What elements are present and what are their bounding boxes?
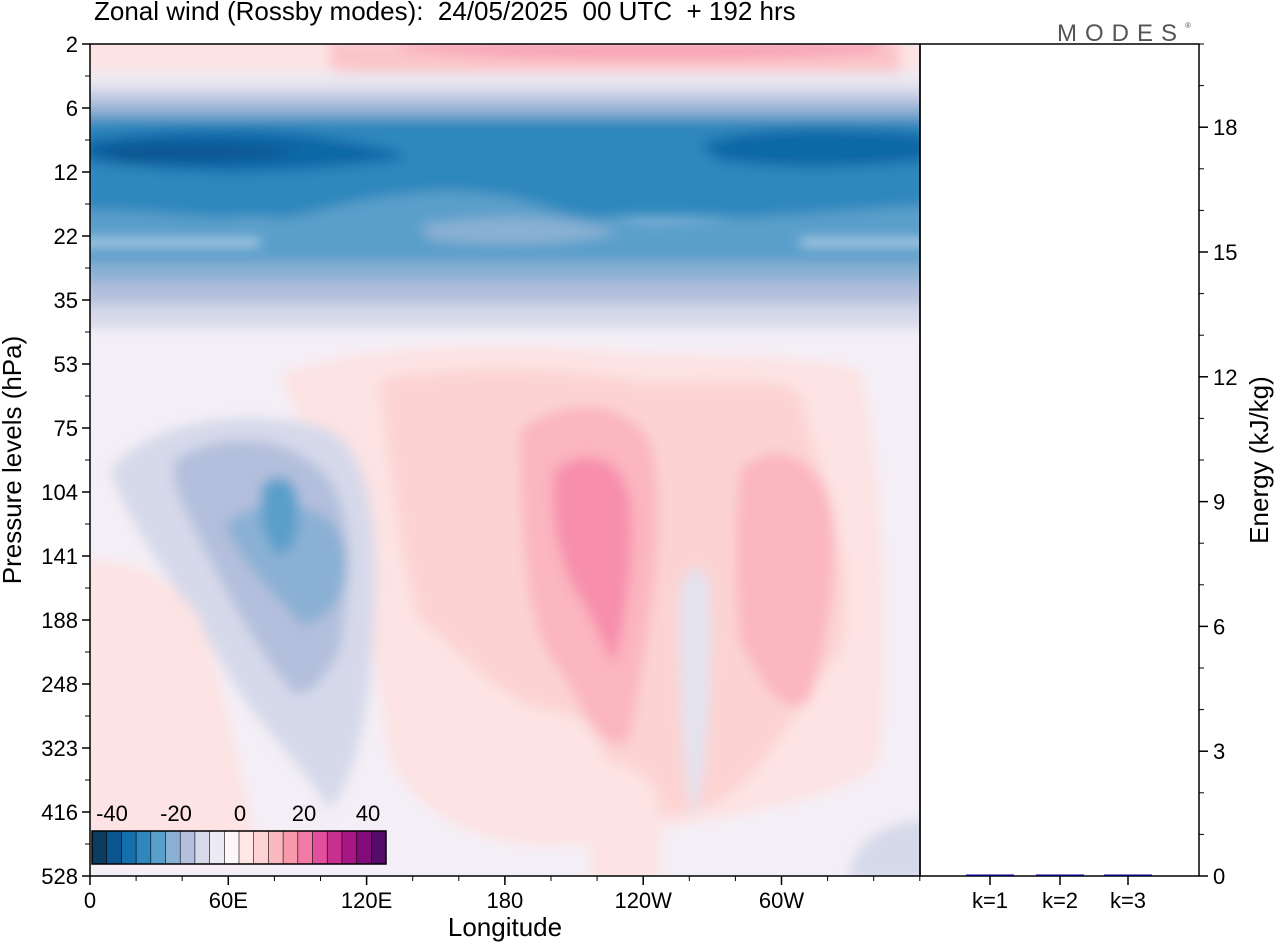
colorbar-swatch: [121, 831, 137, 864]
energy-axis: 0 3 6 9 12 15 18: [1199, 43, 1237, 889]
k-label: k=2: [1042, 888, 1078, 913]
colorbar-swatch: [136, 831, 152, 864]
colorbar-swatch: [150, 831, 166, 864]
colorbar-swatch: [194, 831, 211, 864]
energy-bar: [1036, 874, 1084, 876]
energy-frame: [919, 43, 1200, 877]
chart-title: Zonal wind (Rossby modes): 24/05/2025 00…: [94, 0, 796, 26]
colorbar-swatch: [180, 831, 196, 864]
x-tick-label: 120E: [341, 888, 392, 913]
y-tick-label: 2: [66, 32, 78, 57]
y-tick-label: 416: [41, 800, 78, 825]
energy-tick-label: 0: [1213, 864, 1225, 889]
k-label: k=3: [1110, 888, 1146, 913]
x-tick-label: 60W: [759, 888, 804, 913]
zonal-wind-contour-field: [90, 44, 920, 876]
x-axis-label: Longitude: [448, 912, 562, 942]
energy-tick-label: 18: [1213, 115, 1237, 140]
colorbar-swatch: [253, 831, 269, 864]
colorbar-label: 0: [234, 801, 246, 826]
colorbar-label: 40: [356, 801, 380, 826]
longitude-axis: 0 60E 120E 180 120W 60W: [84, 876, 921, 913]
k-label: k=1: [972, 888, 1008, 913]
y-axis-label: Pressure levels (hPa): [0, 336, 27, 585]
colorbar-label: -20: [160, 801, 192, 826]
colorbar-swatch: [356, 831, 372, 864]
energy-tick-label: 15: [1213, 240, 1237, 265]
colorbar-swatch: [297, 831, 313, 864]
colorbar: -40 -20 0 20 40: [91, 801, 387, 865]
y-tick-label: 53: [54, 352, 78, 377]
colorbar-swatch: [268, 831, 284, 864]
energy-tick-label: 12: [1213, 365, 1237, 390]
energy-bar: [1104, 874, 1152, 876]
y-tick-label: 75: [54, 416, 78, 441]
y-tick-label: 188: [41, 608, 78, 633]
x-tick-label: 60E: [209, 888, 248, 913]
colorbar-swatch: [92, 831, 108, 864]
y-tick-label: 6: [66, 96, 78, 121]
y-tick-label: 248: [41, 672, 78, 697]
y-tick-label: 104: [41, 480, 78, 505]
energy-tick-label: 6: [1213, 614, 1225, 639]
y-tick-label: 528: [41, 864, 78, 889]
energy-tick-label: 9: [1213, 490, 1225, 515]
x-tick-label: 0: [84, 888, 96, 913]
colorbar-swatch: [165, 831, 181, 864]
energy-tick-label: 3: [1213, 739, 1225, 764]
logo-mark: ®: [1185, 21, 1191, 30]
colorbar-label: 20: [292, 801, 316, 826]
energy-axis-label: Energy (kJ/kg): [1244, 376, 1274, 544]
x-tick-label: 120W: [614, 888, 672, 913]
colorbar-swatch: [283, 831, 299, 864]
colorbar-swatch: [209, 831, 225, 864]
y-tick-label: 22: [54, 224, 78, 249]
energy-bars: k=1 k=2 k=3: [966, 874, 1152, 913]
y-tick-label: 323: [41, 736, 78, 761]
colorbar-swatch: [327, 831, 343, 864]
colorbar-swatch: [106, 831, 122, 864]
logo-text: MODES: [1057, 20, 1186, 47]
energy-bar: [966, 874, 1014, 876]
y-tick-label: 35: [54, 288, 78, 313]
y-tick-label: 141: [41, 544, 78, 569]
x-tick-label: 180: [487, 888, 524, 913]
colorbar-label: -40: [96, 801, 128, 826]
modes-logo: MODES®: [1057, 20, 1191, 48]
y-tick-label: 12: [54, 160, 78, 185]
colorbar-swatch: [371, 831, 387, 864]
colorbar-swatch: [224, 831, 240, 864]
colorbar-swatch: [312, 831, 328, 864]
colorbar-swatch: [239, 831, 255, 864]
colorbar-swatch: [341, 831, 358, 864]
pressure-axis: 2 6 12 22 35 53 75 104 141 188 248 323 416 528: [41, 32, 90, 889]
